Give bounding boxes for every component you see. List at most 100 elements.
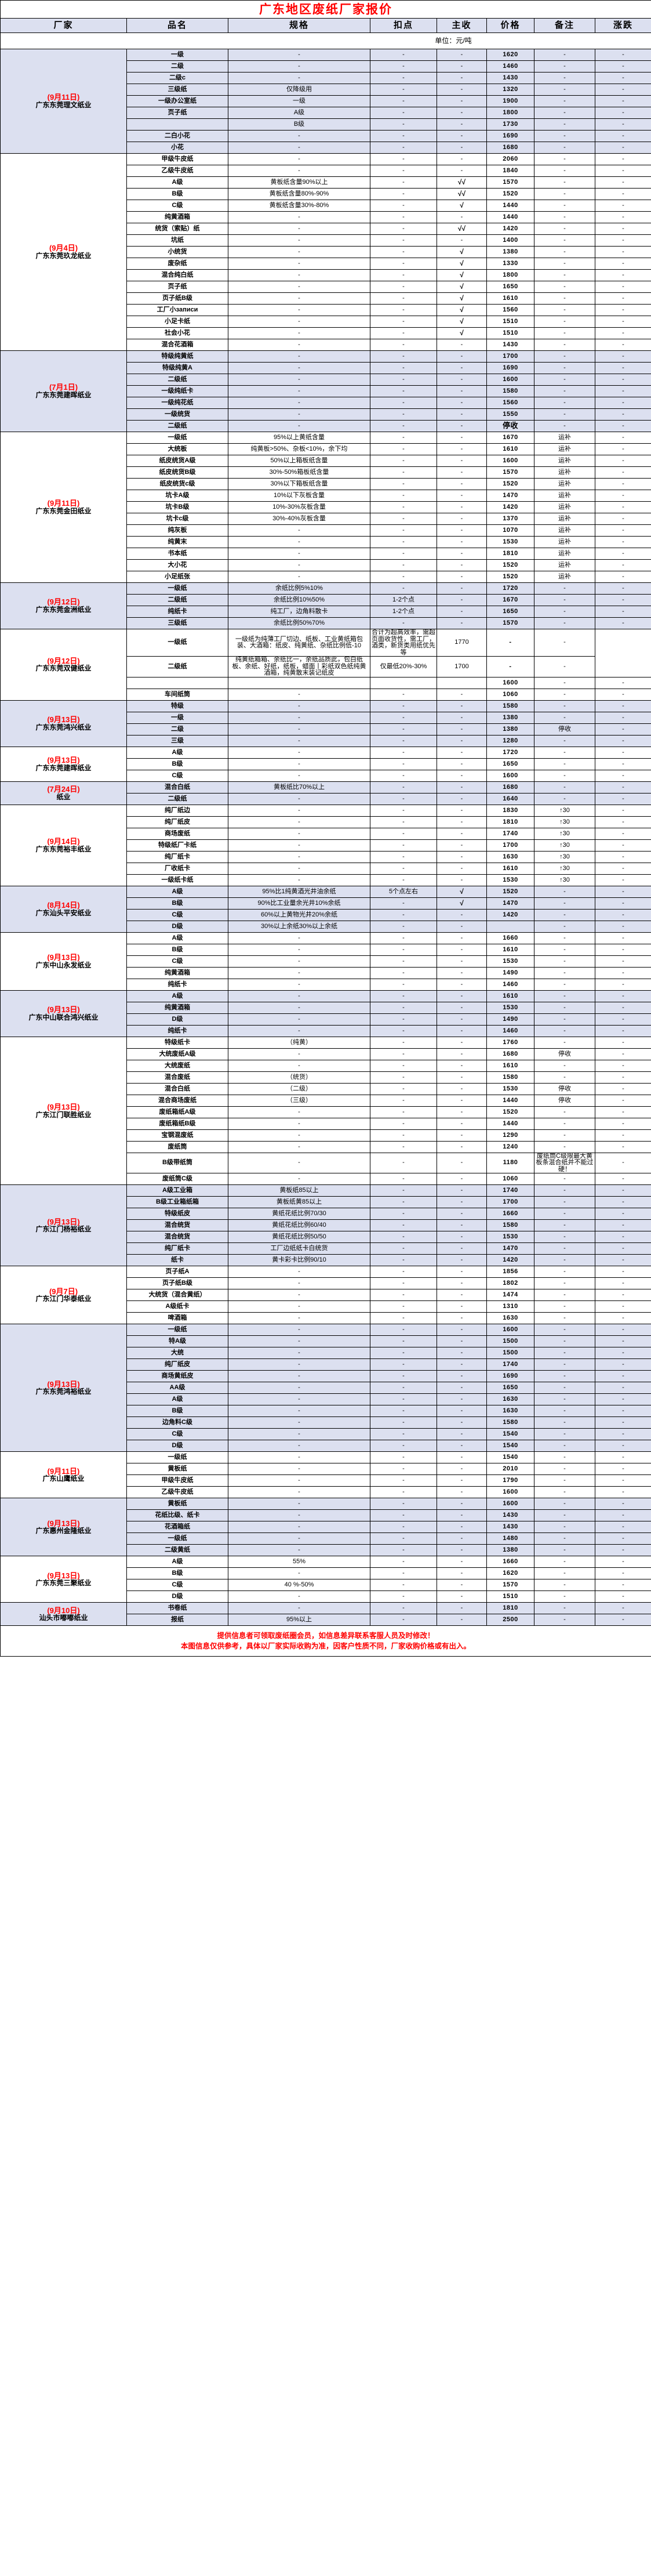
cell-c4: -	[437, 432, 487, 444]
table-row: D级 - - -1540- -	[1, 1440, 651, 1452]
cell-c7: -	[595, 850, 651, 863]
cell-c2: -	[228, 362, 370, 374]
table-row: 小足卡纸 - - √ 1510- -	[1, 316, 651, 328]
table-row: 废纸筒 - - -1240- -	[1, 1140, 651, 1153]
cell-c3: -	[370, 176, 437, 189]
quote-date: (7月24日)	[47, 785, 80, 794]
table-row: 边角料C级 - - -1580- -	[1, 1416, 651, 1429]
cell-c6: -	[534, 1393, 595, 1406]
cell-c1: 一级纸	[126, 628, 228, 657]
table-row: 三级 - - -1280- -	[1, 734, 651, 747]
cell-c6: -	[534, 688, 595, 701]
factory-name: 广东东莞金田纸业	[35, 507, 92, 516]
cell-c3: -	[370, 350, 437, 363]
cell-c7: -	[595, 130, 651, 142]
cell-c2: -	[228, 1440, 370, 1452]
cell-c5: 1650	[486, 281, 534, 293]
factory-name: 广东东莞鸿裕纸业	[35, 1387, 92, 1396]
cell-c1: 二级纸	[126, 594, 228, 606]
cell-c3: -	[370, 1094, 437, 1107]
cell-c5: 1420	[486, 501, 534, 513]
column-header-5: 价格	[486, 18, 534, 33]
cell-c4: -	[437, 350, 487, 363]
cell-c6: 运补	[534, 443, 595, 455]
cell-c4: -	[437, 1001, 487, 1014]
cell-c1: 页子纸	[126, 107, 228, 119]
factory-name: 广东惠州金隆纸业	[35, 1527, 92, 1535]
cell-c6: -	[534, 758, 595, 770]
cell-c4	[437, 676, 487, 689]
cell-c1: 废纸箱纸A级	[126, 1106, 228, 1118]
cell-c2: -	[228, 746, 370, 759]
cell-c1: 特级纯黄纸	[126, 350, 228, 363]
cell-c5: 1900	[486, 95, 534, 107]
cell-c1: 纯厂纸卡	[126, 1242, 228, 1255]
cell-c5: 1730	[486, 118, 534, 131]
cell-c7: -	[595, 1440, 651, 1452]
cell-c1	[126, 118, 228, 131]
cell-c2: -	[228, 990, 370, 1002]
table-row: (9月11日) 广东东莞理文纸业 一级 - - -1620- -	[0, 49, 651, 154]
cell-c7: -	[595, 897, 651, 910]
table-row: 特A级 - - -1500- -	[1, 1335, 651, 1348]
cell-c3: -	[370, 1590, 437, 1603]
cell-c5: 1630	[486, 1405, 534, 1418]
cell-c7: -	[595, 582, 651, 595]
cell-c2: -	[228, 49, 370, 61]
cell-c5: 1810	[486, 1602, 534, 1615]
table-row: 书本纸 - - -1810 运补 -	[1, 548, 651, 560]
table-row: 一级 - - -1380- -	[1, 711, 651, 724]
cell-c6: -	[534, 385, 595, 397]
table-row: 花纸比级、纸卡 - - -1430- -	[1, 1509, 651, 1522]
table-row: 乙级牛皮纸 - - -1840- -	[1, 165, 651, 177]
cell-c3: -	[370, 269, 437, 281]
cell-c5: 1310	[486, 1300, 534, 1313]
cell-c6: -	[534, 1521, 595, 1534]
cell-c7: -	[595, 246, 651, 258]
cell-c3: -	[370, 211, 437, 223]
cell-c3: -	[370, 1266, 437, 1278]
cell-c4: -	[437, 1614, 487, 1626]
cell-c1: C级	[126, 1428, 228, 1441]
cell-c4: -	[437, 1094, 487, 1107]
cell-c1: 大统废纸A级	[126, 1048, 228, 1060]
quote-date: (9月13日)	[47, 1379, 80, 1389]
cell-c3: -	[370, 153, 437, 165]
cell-c7: -	[595, 804, 651, 817]
cell-c5: 1650	[486, 1382, 534, 1394]
quote-date: (9月13日)	[47, 1571, 80, 1580]
cell-c5: 1370	[486, 513, 534, 525]
cell-c2: -	[228, 1428, 370, 1441]
cell-c5: 1610	[486, 443, 534, 455]
cell-c2: -	[228, 943, 370, 956]
cell-c1: A级	[126, 176, 228, 189]
cell-c1: 小足纸张	[126, 571, 228, 583]
cell-c5: 1760	[486, 1036, 534, 1049]
cell-c6: 运补	[534, 501, 595, 513]
table-row: 混合花酒箱 - - -1430- -	[1, 339, 651, 351]
cell-c6: -	[534, 582, 595, 595]
cell-c6: -	[534, 1451, 595, 1464]
cell-c6: -	[534, 978, 595, 991]
cell-c1: 书卷纸	[126, 1602, 228, 1615]
cell-c6: -	[534, 200, 595, 212]
cell-c7: -	[595, 1071, 651, 1084]
cell-c6: -	[534, 1277, 595, 1290]
table-row: 混合商场废纸 （三级） - -1440 停收 -	[1, 1094, 651, 1107]
cell-c6: -	[534, 362, 595, 374]
cell-c5: 1060	[486, 688, 534, 701]
cell-c1: 纸卡	[126, 1254, 228, 1267]
cell-c3: -	[370, 688, 437, 701]
cell-c4: -	[437, 1579, 487, 1592]
cell-c3: 5个点左右	[370, 885, 437, 898]
cell-c6: -	[534, 932, 595, 944]
cell-c4: -	[437, 420, 487, 432]
cell-c1: D级	[126, 1440, 228, 1452]
factory-name: 纸业	[56, 792, 71, 801]
table-row: B级 黄板纸含量80%-90% - √√ 1520- -	[1, 188, 651, 200]
cell-c1: 特级	[126, 700, 228, 712]
cell-c5: 1610	[486, 990, 534, 1002]
cell-c4: √	[437, 269, 487, 281]
cell-c4: -	[437, 466, 487, 479]
cell-c5: 1690	[486, 130, 534, 142]
